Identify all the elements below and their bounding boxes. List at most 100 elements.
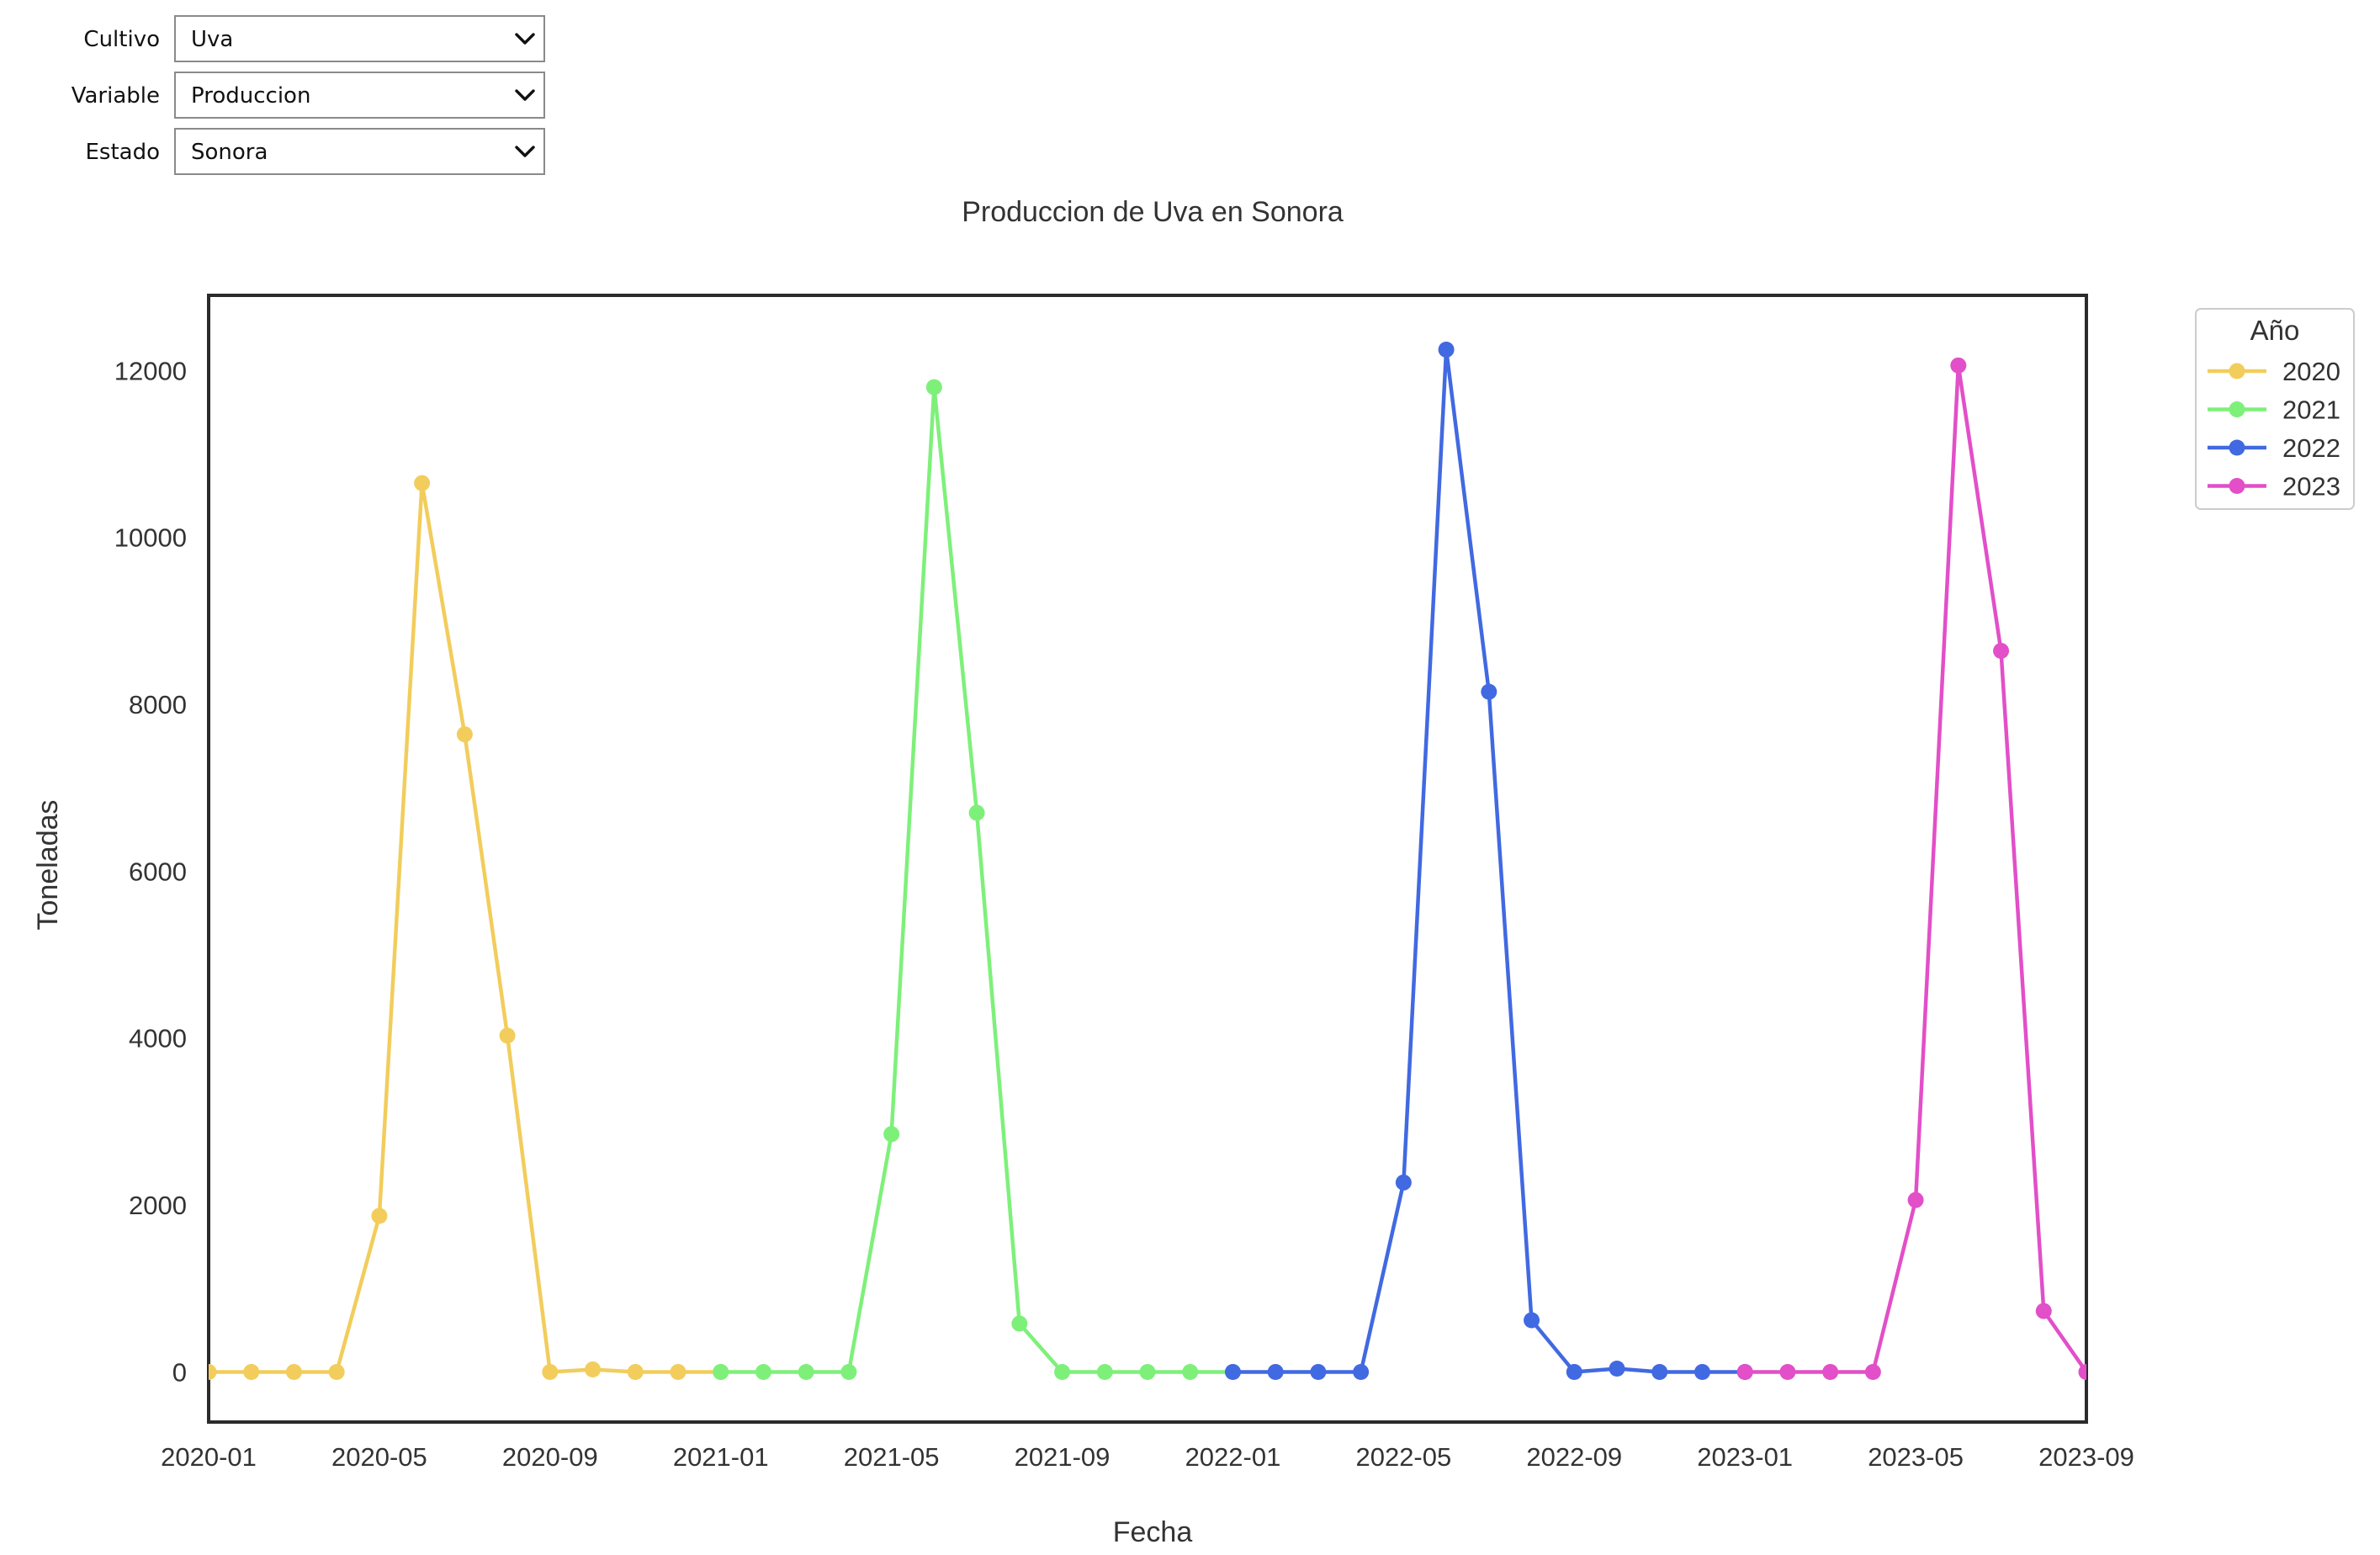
series-2020 xyxy=(209,475,729,1380)
chevron-down-icon xyxy=(515,33,535,45)
y-tick-label: 10000 xyxy=(114,523,187,553)
data-point-2022 xyxy=(1566,1363,1582,1380)
legend-swatch-marker xyxy=(2229,439,2245,456)
data-point-2023 xyxy=(2035,1303,2052,1319)
data-point-2021 xyxy=(755,1363,771,1380)
data-point-2023 xyxy=(1950,357,1967,374)
data-point-2020 xyxy=(456,726,473,743)
data-point-2021 xyxy=(968,804,985,821)
data-point-2020 xyxy=(585,1361,602,1378)
x-tick-label: 2021-01 xyxy=(673,1442,769,1472)
legend-item-label: 2021 xyxy=(2282,395,2340,425)
data-point-2022 xyxy=(1524,1312,1540,1329)
x-tick-label: 2023-01 xyxy=(1697,1442,1793,1472)
data-point-2021 xyxy=(925,379,942,395)
series-line-2022 xyxy=(1232,348,1746,1374)
data-point-2021 xyxy=(883,1126,900,1143)
cultivo-label: Cultivo xyxy=(83,27,160,52)
series-2021 xyxy=(713,379,1241,1380)
variable-select[interactable]: Produccion xyxy=(174,72,545,119)
x-tick-label: 2021-05 xyxy=(844,1442,940,1472)
data-point-2020 xyxy=(243,1363,260,1380)
y-tick-label: 0 xyxy=(172,1357,187,1387)
estado-label: Estado xyxy=(85,140,160,165)
data-point-2022 xyxy=(1481,683,1497,700)
legend: Año 2020 2021 2022 2023 xyxy=(2195,308,2355,510)
data-point-2023 xyxy=(2078,1363,2086,1380)
data-point-2021 xyxy=(840,1363,857,1380)
data-point-2020 xyxy=(285,1363,302,1380)
series-line-2020 xyxy=(209,480,721,1374)
series-2022 xyxy=(1224,341,1753,1380)
cultivo-select-value: Uva xyxy=(191,27,234,52)
variable-label: Variable xyxy=(71,83,160,109)
x-tick-label: 2022-05 xyxy=(1355,1442,1451,1472)
x-tick-label: 2021-09 xyxy=(1015,1442,1110,1472)
data-point-2022 xyxy=(1438,341,1455,358)
legend-swatch-marker xyxy=(2229,363,2245,379)
y-tick-label: 4000 xyxy=(129,1024,187,1053)
variable-control: Variable Produccion xyxy=(0,72,555,120)
x-tick-label: 2023-05 xyxy=(1868,1442,1964,1472)
x-tick-label: 2022-09 xyxy=(1526,1442,1622,1472)
legend-item-label: 2020 xyxy=(2282,357,2340,386)
data-point-2022 xyxy=(1267,1363,1284,1380)
data-point-2020 xyxy=(542,1363,559,1380)
estado-select[interactable]: Sonora xyxy=(174,128,545,175)
data-point-2023 xyxy=(1736,1363,1753,1380)
y-tick-label: 12000 xyxy=(114,356,187,385)
data-point-2021 xyxy=(1054,1363,1071,1380)
data-point-2020 xyxy=(328,1363,345,1380)
data-point-2023 xyxy=(1822,1363,1839,1380)
x-axis-label: Fecha xyxy=(1113,1516,1193,1548)
data-point-2020 xyxy=(414,475,431,491)
estado-select-value: Sonora xyxy=(191,140,268,165)
data-point-2020 xyxy=(209,1363,217,1380)
data-point-2021 xyxy=(1011,1315,1028,1332)
x-tick-label: 2020-01 xyxy=(161,1442,257,1472)
data-point-2022 xyxy=(1395,1174,1412,1191)
data-point-2020 xyxy=(499,1027,516,1044)
legend-box xyxy=(2195,308,2355,510)
data-point-2023 xyxy=(1864,1363,1881,1380)
legend-title: Año xyxy=(2250,315,2300,346)
x-tick-label: 2020-05 xyxy=(331,1442,427,1472)
data-point-2021 xyxy=(1096,1363,1113,1380)
plot-area: 2020-01 2020-05 2020-09 2021-01 2021-05 2021-… xyxy=(114,294,2134,1472)
y-tick-label: 6000 xyxy=(129,857,187,886)
chevron-down-icon xyxy=(515,146,535,157)
data-point-2022 xyxy=(1651,1363,1668,1380)
cultivo-control: Cultivo Uva xyxy=(0,15,555,64)
data-point-2020 xyxy=(371,1207,388,1224)
data-point-2022 xyxy=(1310,1363,1327,1380)
series-2023 xyxy=(1736,357,2086,1380)
estado-control: Estado Sonora xyxy=(0,128,555,177)
data-point-2022 xyxy=(1353,1363,1370,1380)
variable-select-value: Produccion xyxy=(191,83,311,109)
data-point-2023 xyxy=(1907,1191,1924,1208)
data-point-2022 xyxy=(1609,1361,1625,1377)
x-tick-label: 2023-09 xyxy=(2038,1442,2134,1472)
legend-item-label: 2022 xyxy=(2282,433,2340,463)
chart-title: Produccion de Uva en Sonora xyxy=(962,196,1344,228)
plot-frame xyxy=(207,294,2088,1424)
data-point-2023 xyxy=(1779,1363,1796,1380)
x-tick-label: 2020-09 xyxy=(502,1442,598,1472)
data-point-2021 xyxy=(713,1363,729,1380)
legend-swatch-marker xyxy=(2229,478,2245,494)
data-point-2023 xyxy=(1993,643,2010,660)
data-point-2022 xyxy=(1224,1363,1241,1380)
y-tick-label: 8000 xyxy=(129,690,187,719)
data-point-2020 xyxy=(627,1363,644,1380)
data-point-2021 xyxy=(1182,1363,1199,1380)
legend-swatch-marker xyxy=(2229,401,2245,417)
y-tick-label: 2000 xyxy=(129,1191,187,1220)
cultivo-select[interactable]: Uva xyxy=(174,15,545,62)
series-line-2021 xyxy=(720,385,1233,1374)
data-point-2020 xyxy=(670,1363,686,1380)
data-point-2021 xyxy=(1139,1363,1156,1380)
chevron-down-icon xyxy=(515,89,535,101)
series-line-2023 xyxy=(1745,364,2086,1374)
y-axis-label: Toneladas xyxy=(32,799,64,930)
